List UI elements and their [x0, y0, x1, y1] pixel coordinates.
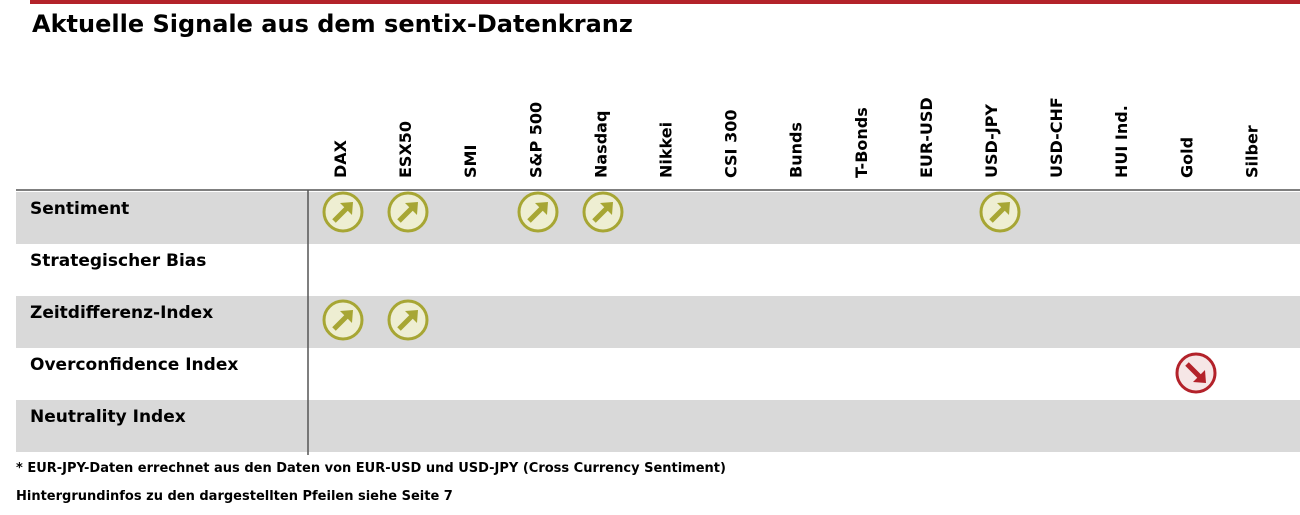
signal-up [389, 301, 427, 339]
signal-up [324, 193, 362, 231]
column-header: USD-JPY [982, 104, 1001, 178]
column-header: DAX [331, 139, 350, 178]
column-header: Nasdaq [591, 111, 610, 178]
signal-up [584, 193, 622, 231]
signal-up [389, 193, 427, 231]
footnote: * EUR-JPY-Daten errechnet aus den Daten … [16, 461, 726, 476]
column-header: S&P 500 [526, 102, 545, 178]
row-label: Sentiment [30, 199, 129, 219]
row-band [16, 192, 1300, 244]
column-header: CSI 300 [722, 110, 741, 178]
signal-up [981, 193, 1019, 231]
column-header: T-Bonds [852, 107, 871, 178]
title: Aktuelle Signale aus dem sentix-Datenkra… [32, 10, 633, 38]
column-header: Nikkei [657, 122, 676, 178]
row-label: Overconfidence Index [30, 355, 238, 375]
row-band [16, 400, 1300, 452]
column-header: Bunds [787, 122, 806, 178]
table: Sentiment Strategischer Bias Zeitdifferenz… [16, 97, 1300, 452]
top-rule [30, 0, 1300, 4]
column-header: EUR-USD [917, 97, 936, 178]
row-band [16, 296, 1300, 348]
footnote: Hintergrundinfos zu den dargestellten Pf… [16, 489, 453, 504]
row-label: Neutrality Index [30, 407, 186, 427]
column-header: SMI [461, 145, 480, 178]
signal-up [519, 193, 557, 231]
column-header: Silber [1242, 125, 1261, 178]
column-header: HUI Ind. [1112, 105, 1131, 178]
column-header: ESX50 [396, 121, 415, 178]
row-label: Strategischer Bias [30, 251, 206, 271]
column-header: Gold [1177, 137, 1196, 178]
signal-up [324, 301, 362, 339]
signal-down [1177, 354, 1215, 392]
row-label: Zeitdifferenz-Index [30, 303, 213, 323]
column-header: USD-CHF [1047, 97, 1066, 178]
